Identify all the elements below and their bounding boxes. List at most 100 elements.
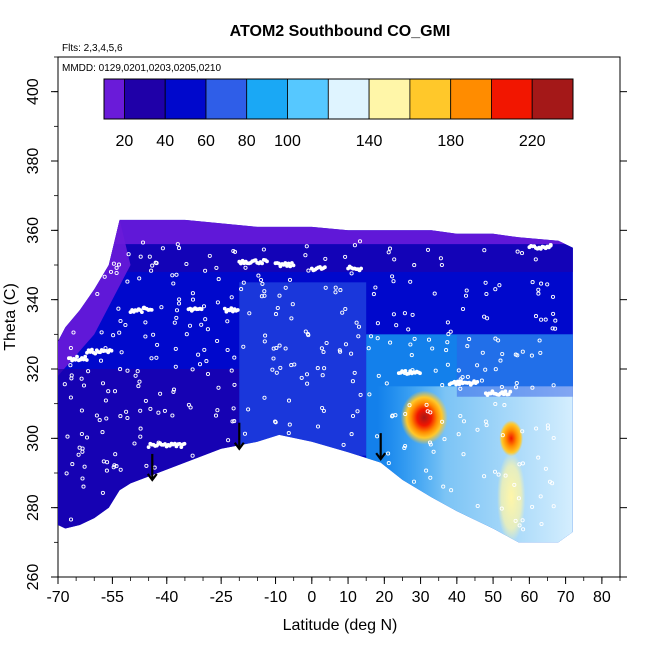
flight-point — [143, 320, 148, 325]
flight-point — [428, 475, 433, 480]
legend-swatch — [205, 78, 248, 120]
flight-point — [203, 268, 208, 273]
x-tick-label: -70 — [46, 589, 69, 606]
field-mid — [239, 282, 367, 456]
flight-point — [520, 349, 525, 354]
arrow-head — [233, 442, 245, 451]
flight-point — [116, 262, 122, 267]
flight-point — [482, 248, 487, 253]
flight-point — [461, 452, 466, 457]
flight-point — [356, 334, 361, 339]
flight-point — [551, 504, 556, 509]
flight-point — [407, 403, 412, 408]
flight-point — [483, 367, 488, 372]
flight-point — [84, 358, 89, 362]
x-tick-label: 60 — [520, 589, 538, 606]
flight-point — [242, 431, 248, 436]
flight-point — [80, 449, 85, 454]
flight-point — [448, 329, 453, 334]
flight-point — [475, 379, 480, 384]
flight-point — [230, 419, 235, 424]
flight-point — [81, 383, 87, 388]
flight-point — [154, 355, 159, 360]
flight-point — [520, 461, 525, 466]
flight-point — [229, 306, 234, 311]
flight-point — [270, 367, 275, 372]
color-legend — [103, 78, 574, 120]
flight-point — [80, 476, 85, 481]
flight-point — [343, 342, 349, 347]
flight-point — [408, 279, 413, 284]
y-tick-label: 400 — [25, 78, 42, 105]
flight-point — [320, 405, 325, 411]
flight-point — [482, 474, 487, 479]
flight-point — [461, 419, 467, 424]
flight-point — [214, 265, 219, 270]
legend-swatch — [368, 78, 411, 120]
x-tick-label: 40 — [448, 589, 466, 606]
flight-point — [274, 345, 279, 351]
flight-point — [123, 322, 128, 328]
flight-point — [393, 413, 398, 418]
flight-point — [503, 473, 508, 478]
flight-point — [349, 432, 354, 437]
flight-point — [458, 386, 463, 391]
y-tick-label: 300 — [25, 425, 42, 452]
legend-tick-label: 80 — [238, 133, 256, 150]
flight-point — [493, 401, 498, 407]
flight-point — [148, 406, 153, 411]
flight-point — [299, 375, 304, 380]
flight-point — [68, 517, 74, 522]
flight-point — [373, 285, 378, 290]
flight-point — [445, 362, 450, 367]
flight-point — [412, 336, 417, 341]
flight-point — [402, 445, 407, 451]
flight-point — [113, 452, 118, 457]
flight-point — [356, 324, 362, 329]
flight-point — [232, 419, 237, 424]
flight-point — [156, 410, 161, 415]
flight-point — [493, 287, 498, 292]
flight-point — [513, 518, 518, 523]
flight-point — [441, 484, 446, 489]
flight-point — [171, 281, 176, 286]
flight-point — [482, 314, 487, 319]
flight-point — [241, 280, 246, 285]
flight-point — [500, 351, 505, 357]
legend-swatch — [164, 78, 207, 120]
flight-point — [177, 297, 182, 302]
flight-point — [386, 451, 391, 456]
flight-point — [187, 323, 193, 328]
y-tick-label: 260 — [25, 564, 42, 591]
flight-point — [530, 280, 535, 285]
flight-point — [534, 426, 539, 431]
flight-point — [457, 382, 462, 387]
flight-point — [170, 413, 175, 418]
flight-point — [239, 287, 244, 292]
flight-point — [465, 374, 470, 379]
flight-point — [138, 254, 143, 259]
flight-point — [204, 359, 209, 364]
color-legend-ticks: 20 40 60 80 100 140 180 220 — [116, 133, 546, 150]
flight-point — [271, 356, 276, 361]
flight-point — [386, 461, 391, 466]
flight-point — [411, 479, 417, 484]
flight-point — [260, 261, 265, 266]
flight-point — [73, 357, 78, 362]
flight-point — [545, 426, 551, 431]
flight-point — [408, 342, 413, 347]
flight-point — [235, 308, 240, 312]
arrow-markers — [146, 422, 387, 482]
flight-point — [386, 250, 391, 255]
flight-point — [485, 316, 490, 321]
x-tick-label: -55 — [101, 589, 124, 606]
legend-swatch — [327, 78, 370, 120]
flight-point — [232, 382, 237, 387]
flight-point — [174, 272, 179, 277]
flight-point — [179, 445, 184, 450]
flight-point — [90, 347, 94, 352]
flight-point — [402, 311, 407, 316]
flight-point — [323, 285, 328, 290]
flight-point — [315, 424, 321, 429]
